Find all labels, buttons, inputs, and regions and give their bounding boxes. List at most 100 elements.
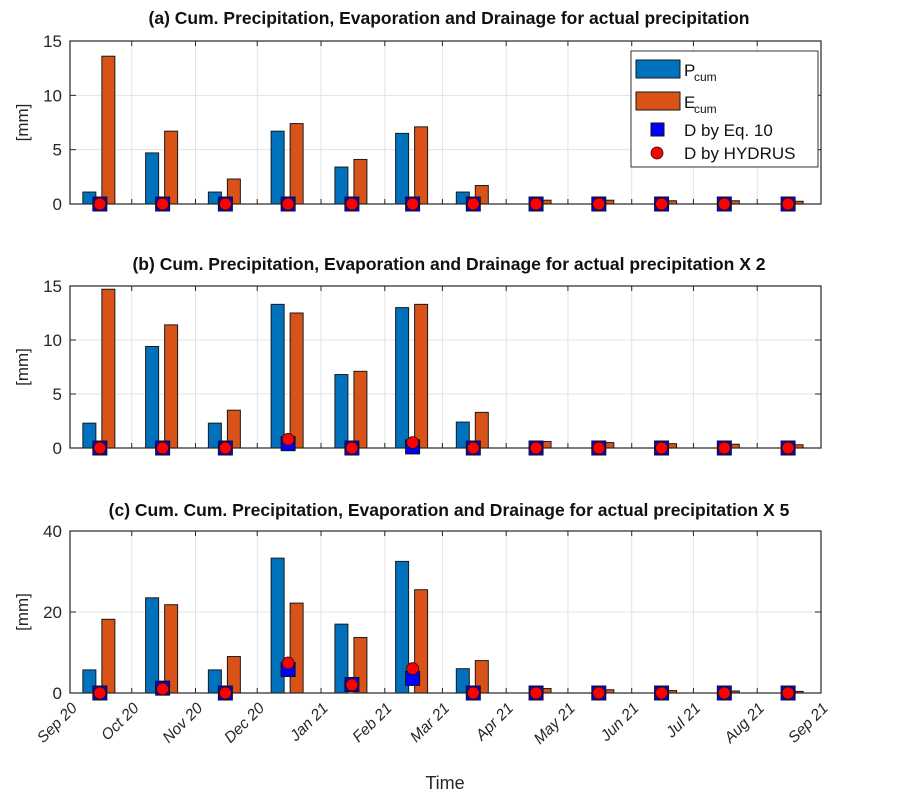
marker-d-hydrus — [281, 432, 295, 446]
legend-label-p-sub: cum — [694, 70, 717, 84]
bar-e-cum — [164, 324, 179, 449]
marker-d-hydrus — [592, 441, 606, 455]
bar-p-cum — [395, 132, 410, 205]
marker-d-hydrus — [529, 441, 543, 455]
axes-box — [69, 40, 822, 205]
marker-d-hydrus — [466, 686, 480, 700]
marker-d-hydrus — [93, 197, 107, 211]
legend-label-p: P — [684, 61, 695, 80]
plot-area — [70, 286, 821, 448]
x-tick-label: Nov 20 — [160, 700, 207, 747]
panel-b: 0 5 10 15 (b) Cum. Precipitation, Evaporatio… — [13, 254, 822, 458]
marker-d-hydrus — [781, 686, 795, 700]
x-tick-label: Aug 21 — [721, 700, 768, 747]
y-axis-label: [mm] — [13, 593, 32, 631]
y-tick-label: 10 — [43, 86, 62, 105]
bar-e-cum — [289, 123, 304, 205]
marker-d-hydrus — [93, 686, 107, 700]
panel-title: (b) Cum. Precipitation, Evaporation and … — [132, 254, 765, 274]
marker-d-hydrus — [406, 197, 420, 211]
x-tick-label: Apr 21 — [472, 700, 517, 745]
y-axis-label: [mm] — [13, 104, 32, 142]
x-tick-label: Jan 21 — [286, 700, 332, 746]
x-tick-label: Feb 21 — [349, 700, 395, 746]
marker-d-hydrus — [156, 197, 170, 211]
legend-label-d-eq10: D by Eq. 10 — [684, 121, 773, 140]
y-tick-label: 0 — [53, 195, 62, 214]
bar-e-cum — [101, 55, 116, 205]
bar-e-cum — [414, 303, 429, 449]
marker-d-hydrus — [466, 441, 480, 455]
bar-e-cum — [164, 604, 179, 694]
bar-e-cum — [289, 312, 304, 449]
panel-title: (a) Cum. Precipitation, Evaporation and … — [149, 8, 750, 28]
panel-title: (c) Cum. Cum. Precipitation, Evaporation… — [109, 500, 790, 520]
x-tick-label: Jun 21 — [597, 700, 643, 746]
marker-d-hydrus — [655, 197, 668, 211]
y-tick-label: 5 — [53, 385, 62, 404]
marker-d-hydrus — [655, 686, 668, 700]
x-tick-label: Oct 20 — [98, 700, 143, 745]
bar-p-cum — [334, 374, 349, 449]
marker-d-hydrus — [717, 686, 731, 700]
bar-p-cum — [270, 130, 285, 205]
marker-d-hydrus — [466, 197, 480, 211]
x-tick-label: Mar 21 — [407, 700, 453, 746]
y-tick-label: 10 — [43, 331, 62, 350]
x-tick-label: Jul 21 — [662, 700, 704, 742]
marker-d-hydrus — [529, 686, 543, 700]
y-tick-label: 0 — [53, 439, 62, 458]
marker-d-hydrus — [406, 662, 420, 676]
bar-e-cum — [101, 288, 116, 449]
marker-d-hydrus — [156, 441, 170, 455]
legend-square-icon — [650, 122, 665, 137]
bar-p-cum — [145, 152, 160, 205]
y-tick-label: 5 — [53, 141, 62, 160]
legend-label-d-hydrus: D by HYDRUS — [684, 144, 795, 163]
bar-e-cum — [101, 618, 116, 694]
marker-d-hydrus — [345, 197, 359, 211]
legend-swatch-e-cum — [635, 91, 681, 111]
marker-d-hydrus — [345, 441, 359, 455]
bar-e-cum — [289, 602, 304, 694]
bar-e-cum — [164, 130, 179, 205]
axes-box — [69, 285, 822, 449]
legend-label-e-sub: cum — [694, 102, 717, 116]
marker-d-hydrus — [592, 686, 606, 700]
y-tick-label: 15 — [43, 32, 62, 51]
x-tick-label: Dec 20 — [221, 700, 268, 747]
legend-label-e: E — [684, 93, 695, 112]
marker-d-hydrus — [717, 197, 731, 211]
marker-d-hydrus — [156, 682, 170, 696]
bar-e-cum — [414, 126, 429, 205]
y-axis-label: [mm] — [13, 348, 32, 386]
bar-p-cum — [145, 345, 160, 449]
x-tick-label: Sep 21 — [785, 700, 832, 747]
marker-d-hydrus — [281, 197, 295, 211]
marker-d-hydrus — [655, 441, 668, 455]
y-tick-label: 40 — [43, 522, 62, 541]
marker-d-hydrus — [93, 441, 107, 455]
marker-d-hydrus — [781, 441, 795, 455]
panel-c: 0 20 40 (c) Cum. Cum. Precipitation, Evapor… — [13, 500, 822, 703]
marker-d-hydrus — [592, 197, 606, 211]
y-tick-label: 15 — [43, 277, 62, 296]
marker-d-hydrus — [345, 678, 359, 692]
bar-p-cum — [145, 597, 160, 694]
legend-swatch-p-cum — [635, 59, 681, 79]
marker-d-hydrus — [406, 436, 420, 450]
bar-e-cum — [353, 370, 368, 449]
bar-p-cum — [395, 307, 410, 449]
marker-d-hydrus — [281, 656, 295, 670]
x-tick-label: Sep 20 — [34, 700, 81, 747]
marker-d-hydrus — [218, 441, 232, 455]
marker-d-hydrus — [218, 686, 232, 700]
x-axis-label: Time — [425, 773, 464, 793]
y-tick-label: 20 — [43, 603, 62, 622]
legend-circle-icon — [650, 146, 664, 160]
marker-d-hydrus — [781, 197, 795, 211]
marker-d-hydrus — [717, 441, 731, 455]
bar-p-cum — [270, 303, 285, 449]
